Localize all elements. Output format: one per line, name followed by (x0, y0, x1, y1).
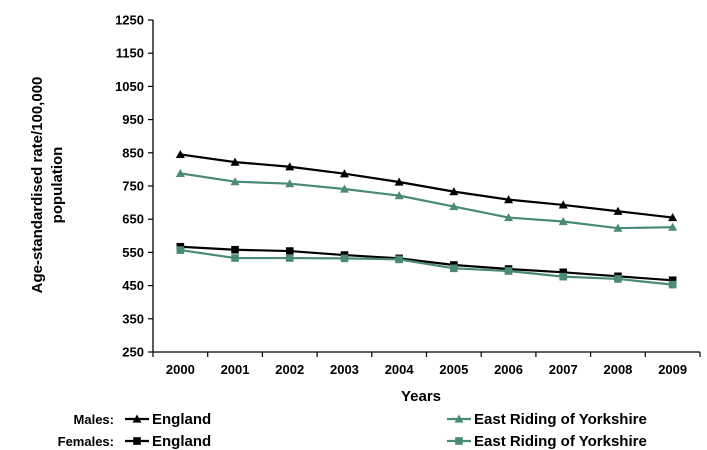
data-point (285, 254, 294, 262)
y-tick-labels: 250 350 450 550 650 750 850 950 1050 1150 1250 (115, 13, 144, 360)
legend-marker (133, 437, 141, 445)
data-point (176, 246, 185, 254)
data-point (613, 206, 623, 215)
data-point (449, 187, 459, 196)
legend-marker (132, 414, 142, 423)
x-tick-label: 2008 (603, 362, 632, 377)
x-tick-label: 2002 (275, 362, 304, 377)
data-point (558, 200, 568, 209)
data-point (504, 213, 514, 222)
data-point (449, 202, 459, 211)
legend-label: England (152, 411, 211, 428)
series-line (180, 172, 673, 230)
x-tick-labels: 2000 2001 2002 2003 2004 2005 2006 2007 2008 2009 (166, 362, 687, 377)
data-point (285, 179, 295, 188)
legend-marker (455, 437, 463, 445)
series-line (180, 248, 673, 286)
legend-group-label: Males: (74, 412, 114, 427)
legend-label: East Riding of Yorkshire (474, 433, 647, 450)
data-point (339, 169, 349, 178)
legend-entry: East Riding of Yorkshire (447, 411, 647, 428)
y-tick-label: 650 (122, 212, 144, 227)
data-point (613, 223, 623, 232)
data-point (614, 275, 622, 283)
series-layer (175, 149, 678, 289)
x-tick-label: 2004 (385, 362, 415, 377)
x-tick-label: 2001 (221, 362, 250, 377)
legend-group-label: Females: (58, 434, 114, 449)
y-tick-label: 350 (122, 311, 144, 326)
data-point (504, 267, 513, 275)
x-tick-label: 2005 (439, 362, 468, 377)
y-tick-label: 850 (122, 145, 144, 160)
data-point (340, 254, 349, 263)
x-tick-label: 2006 (494, 362, 523, 377)
y-tick-label: 450 (122, 278, 144, 293)
data-point (559, 268, 568, 277)
data-point (231, 245, 239, 254)
x-tick-label: 2000 (166, 362, 195, 377)
data-point (504, 195, 514, 204)
data-point (558, 217, 568, 226)
data-point (175, 168, 185, 177)
y-tick-label: 750 (122, 179, 144, 194)
data-point (394, 191, 404, 200)
x-tick-label: 2007 (549, 362, 578, 377)
data-point (395, 255, 403, 264)
data-point (175, 149, 185, 159)
series-males-england (175, 149, 678, 222)
y-tick-label: 1050 (115, 79, 144, 94)
data-point (668, 213, 678, 222)
data-point (230, 157, 240, 166)
series-line (180, 153, 673, 219)
legend-entry: England (125, 433, 211, 450)
x-tick-label: 2003 (330, 362, 359, 377)
legend-label: East Riding of Yorkshire (474, 411, 647, 428)
y-tick-label: 950 (122, 112, 144, 127)
legend-entry: England (125, 411, 211, 428)
x-axis-title: Years (401, 388, 441, 405)
legend-entry: East Riding of Yorkshire (447, 433, 647, 450)
data-point (668, 222, 678, 231)
data-point (668, 276, 677, 285)
legend: Males: England East Riding of Yorkshire Fem… (58, 411, 647, 450)
data-point (394, 177, 404, 186)
series-females-east-riding (176, 246, 677, 289)
y-tick-label: 550 (122, 245, 144, 260)
legend-marker (454, 414, 464, 423)
data-point (231, 254, 239, 262)
x-tick-label: 2009 (658, 362, 687, 377)
series-line (180, 245, 673, 282)
data-point (559, 272, 568, 281)
data-point (285, 162, 295, 171)
y-tick-label: 1250 (115, 13, 144, 28)
y-axis-title-line2: population (49, 147, 66, 224)
y-tick-label: 250 (122, 345, 144, 360)
data-point (339, 184, 349, 193)
data-point (285, 247, 294, 255)
legend-label: England (152, 433, 211, 450)
data-point (450, 264, 458, 273)
data-point (230, 177, 240, 186)
y-axis-title-line1: Age-standardised rate/100,000 (29, 77, 46, 294)
data-point (668, 280, 677, 289)
axes (148, 19, 701, 357)
series-males-east-riding (175, 168, 678, 232)
y-tick-label: 1150 (116, 46, 144, 61)
